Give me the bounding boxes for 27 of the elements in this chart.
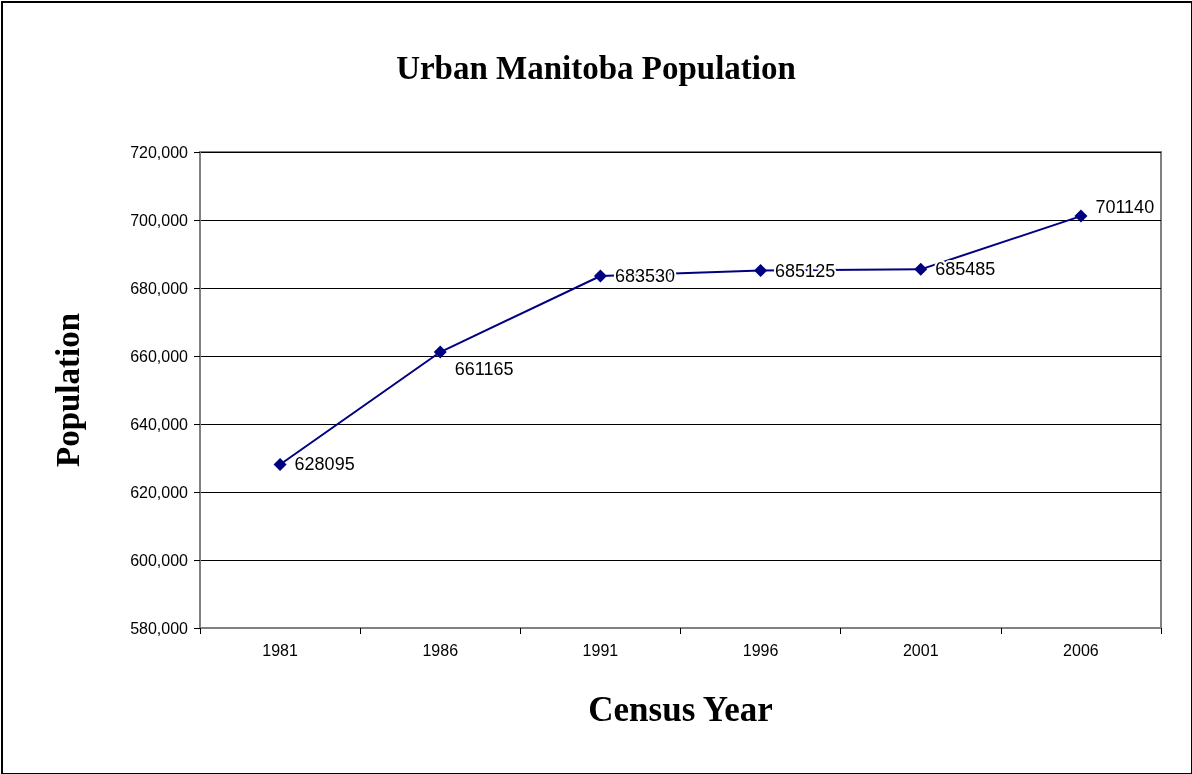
x-tick-label: 2006 <box>1063 641 1099 659</box>
x-axis-title: Census Year <box>588 690 773 729</box>
data-label: 701140 <box>1095 197 1155 217</box>
point <box>1074 209 1088 223</box>
point <box>273 457 287 471</box>
x-tick-label: 2001 <box>902 641 939 659</box>
x-tick-label: 1981 <box>262 641 298 659</box>
y-tick-label: 720,000 <box>130 143 189 161</box>
x-tick-label: 1991 <box>582 641 619 659</box>
y-tick-label: 620,000 <box>130 483 189 501</box>
point <box>914 262 928 276</box>
point <box>593 269 607 283</box>
y-tick-label: 580,000 <box>130 619 189 637</box>
data-label: 628095 <box>294 454 355 475</box>
chart-title: Urban Manitoba Population <box>396 49 796 86</box>
y-axis-title: Population <box>49 312 86 468</box>
point <box>754 264 768 278</box>
y-tick-label: 660,000 <box>130 347 189 365</box>
y-tick-label: 600,000 <box>130 551 189 569</box>
x-tick-label: 1996 <box>742 641 779 659</box>
data-label: 685485 <box>935 259 996 280</box>
y-tick-label: 640,000 <box>130 415 189 433</box>
y-tick-label: 680,000 <box>130 279 189 297</box>
point <box>433 345 447 359</box>
x-tick-label: 1986 <box>422 641 459 659</box>
data-label: 661165 <box>454 359 514 379</box>
y-tick-label: 700,000 <box>130 211 189 229</box>
